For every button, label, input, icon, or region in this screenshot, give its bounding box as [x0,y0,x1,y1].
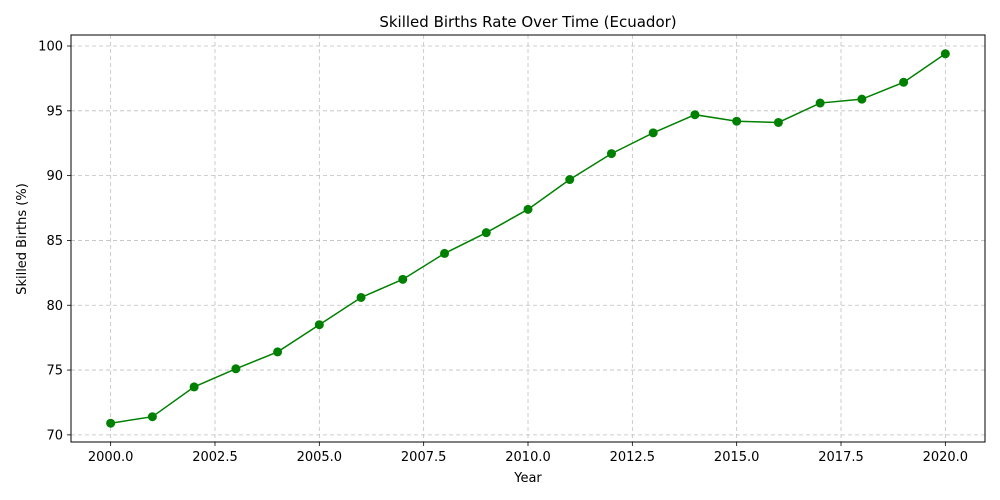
grid [71,35,985,442]
x-tick-label: 2007.5 [401,450,447,465]
data-point [189,382,199,392]
series-layer [106,49,950,428]
data-point [690,110,700,120]
y-axis: 70 75 80 85 90 95 100 [38,40,71,443]
x-tick-label: 2017.5 [818,450,864,465]
x-axis: 2000.0 2002.5 2005.0 2007.5 2010.0 2012.5 2015… [88,442,968,465]
data-point [857,94,867,104]
data-point [899,77,909,87]
chart-title: Skilled Births Rate Over Time (Ecuador) [379,13,676,31]
plot-frame [70,34,986,443]
y-tick-label: 75 [46,364,63,379]
x-tick-label: 2005.0 [297,450,343,465]
data-point [231,364,241,374]
data-point [523,204,533,214]
data-point [565,175,575,185]
y-tick-label: 80 [46,299,63,314]
data-point [147,412,157,422]
data-point [773,117,783,127]
x-tick-label: 2015.0 [714,450,760,465]
x-tick-label: 2000.0 [88,450,134,465]
x-axis-title: Year [513,471,542,486]
data-point [815,98,825,108]
y-axis-title: Skilled Births (%) [15,183,30,295]
y-tick-label: 90 [46,169,63,184]
x-tick-label: 2010.0 [505,450,551,465]
x-tick-label: 2002.5 [192,450,238,465]
data-point [398,274,408,284]
data-point [273,347,283,357]
data-point [314,320,324,330]
data-point [106,418,116,428]
y-tick-label: 100 [38,40,63,55]
data-point [440,248,450,258]
y-tick-label: 70 [46,428,63,443]
x-tick-label: 2020.0 [923,450,969,465]
data-point [606,149,616,159]
data-point [356,292,366,302]
data-point [648,128,658,138]
y-tick-label: 95 [46,104,63,119]
data-point [732,116,742,126]
data-point [940,49,950,59]
x-tick-label: 2012.5 [610,450,656,465]
y-tick-label: 85 [46,234,63,249]
data-point [481,228,491,238]
